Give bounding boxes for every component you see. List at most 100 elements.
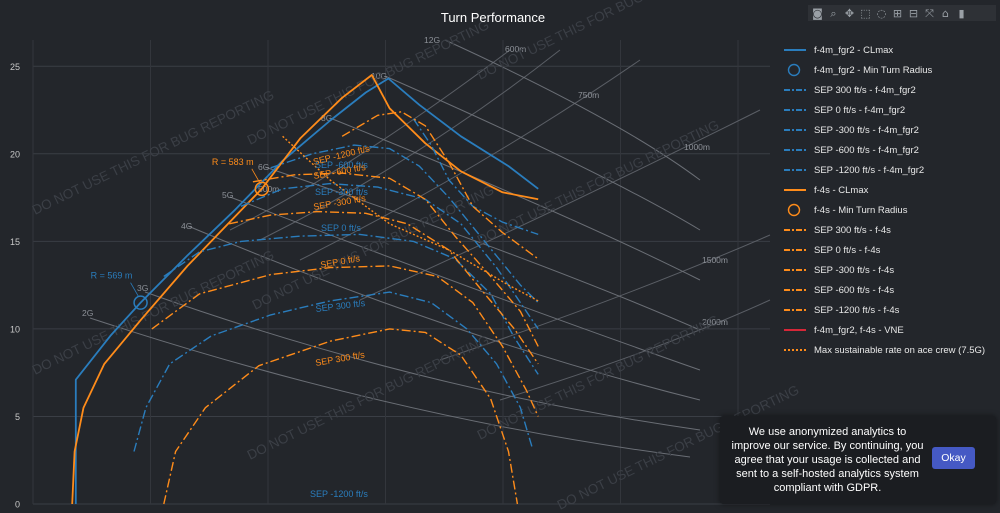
legend-item[interactable]: SEP 0 ft/s - f-4m_fgr2 (782, 100, 1000, 120)
legend-label: f-4m_fgr2 - Min Turn Radius (814, 64, 933, 76)
radius-label: 1500m (702, 255, 728, 265)
legend-item[interactable]: f-4s - Min Turn Radius (782, 200, 1000, 220)
watermark: DO NOT USE THIS FOR BUG REPORTING (475, 117, 722, 248)
sep-curve-label: SEP 0 ft/s (321, 223, 361, 233)
series-layer[interactable] (71, 74, 539, 505)
zoom-out-icon[interactable]: ⊟ (908, 6, 919, 20)
legend-item[interactable]: SEP -1200 ft/s - f-4m_fgr2 (782, 160, 1000, 180)
watermark: DO NOT USE THIS FOR BUG REPORTING (30, 87, 277, 218)
legend-label: Max sustainable rate on ace crew (7.5G) (814, 344, 986, 356)
g-load-label: 5G (222, 190, 233, 200)
series-line[interactable] (74, 77, 539, 505)
radius-line (259, 49, 561, 241)
legend-item[interactable]: SEP -300 ft/s - f-4s (782, 260, 1000, 280)
legend-label: f-4m_fgr2 - CLmax (814, 44, 894, 56)
g-load-label: 2G (82, 308, 93, 318)
legend-label: f-4s - Min Turn Radius (814, 204, 908, 216)
home-icon[interactable]: ⌂ (942, 6, 949, 20)
legend-swatch-icon (784, 349, 806, 351)
series-line[interactable] (163, 328, 519, 505)
radius-label: 600m (505, 44, 526, 54)
g-load-line (329, 117, 701, 281)
g-load-line (144, 291, 701, 431)
series-line[interactable] (228, 210, 539, 365)
radius-line (439, 234, 771, 361)
legend-item[interactable]: f-4m_fgr2 - CLmax (782, 40, 1000, 60)
legend-swatch-icon (787, 63, 801, 77)
legend-swatch-icon (784, 329, 806, 331)
legend-item[interactable]: SEP 300 ft/s - f-4s (782, 220, 1000, 240)
legend-swatch-icon (784, 109, 806, 111)
legend-label: f-4m_fgr2, f-4s - VNE (814, 324, 904, 336)
legend-label: SEP -300 ft/s - f-4s (814, 264, 895, 276)
radius-line (499, 299, 771, 401)
series-line[interactable] (151, 265, 539, 417)
annotation-arrow (251, 168, 261, 184)
min-turn-radius-marker[interactable] (254, 181, 270, 197)
y-tick-label: 25 (10, 62, 20, 72)
legend-swatch-icon (784, 149, 806, 151)
legend-swatch-icon (784, 289, 806, 291)
g-load-label: 4G (181, 221, 192, 231)
zoom-icon[interactable]: ⌕ (830, 6, 837, 20)
legend-label: f-4s - CLmax (814, 184, 869, 196)
radius-label: 2000m (702, 317, 728, 327)
series-line[interactable] (270, 144, 539, 304)
series-line[interactable] (133, 291, 533, 452)
legend-label: SEP 0 ft/s - f-4s (814, 244, 881, 256)
cookie-consent-text: We use anonymized analytics to improve o… (731, 426, 924, 494)
legend-item[interactable]: SEP 0 ft/s - f-4s (782, 240, 1000, 260)
series-line[interactable] (282, 135, 539, 302)
legend-label: SEP 0 ft/s - f-4m_fgr2 (814, 104, 906, 116)
legend-swatch-icon (784, 189, 806, 191)
legend-item[interactable]: f-4m_fgr2 - Min Turn Radius (782, 60, 1000, 80)
g-load-line (264, 166, 701, 331)
g-load-line (384, 75, 701, 231)
y-tick-label: 20 (10, 149, 20, 159)
autoscale-icon[interactable]: ⤧ (925, 6, 934, 20)
y-tick-label: 5 (15, 412, 20, 422)
legend-label: SEP -600 ft/s - f-4s (814, 284, 895, 296)
cookie-okay-button[interactable]: Okay (932, 447, 975, 469)
sep-curve-label: SEP 300 ft/s (315, 298, 366, 314)
legend-swatch-icon (787, 203, 801, 217)
legend-item[interactable]: SEP 300 ft/s - f-4m_fgr2 (782, 80, 1000, 100)
legend-swatch-icon (784, 269, 806, 271)
y-tick-label: 10 (10, 324, 20, 334)
series-line[interactable] (412, 118, 539, 236)
zoom-in-icon[interactable]: ⊞ (892, 6, 903, 20)
legend-item[interactable]: f-4m_fgr2, f-4s - VNE (782, 320, 1000, 340)
camera-icon[interactable]: ◙ (812, 6, 823, 20)
legend-label: SEP 300 ft/s - f-4s (814, 224, 891, 236)
box-select-icon[interactable]: ⬚ (860, 6, 871, 20)
g-load-label: 10G (371, 71, 387, 81)
chart-legend: f-4m_fgr2 - CLmax f-4m_fgr2 - Min Turn Ra… (782, 40, 1000, 360)
legend-item[interactable]: SEP -300 ft/s - f-4m_fgr2 (782, 120, 1000, 140)
legend-item[interactable]: SEP -600 ft/s - f-4m_fgr2 (782, 140, 1000, 160)
watermark: DO NOT USE THIS FOR BUG REPORTING (30, 247, 277, 378)
legend-item[interactable]: Max sustainable rate on ace crew (7.5G) (782, 340, 1000, 360)
g-load-label: 8G (321, 113, 332, 123)
lasso-icon[interactable]: ◌ (876, 6, 887, 20)
legend-item[interactable]: SEP -1200 ft/s - f-4s (782, 300, 1000, 320)
pan-icon[interactable]: ✥ (844, 6, 855, 20)
series-line[interactable] (240, 182, 539, 330)
sep-curve-label: SEP -1200 ft/s (310, 489, 368, 499)
series-line[interactable] (341, 111, 539, 260)
legend-item[interactable]: SEP -600 ft/s - f-4s (782, 280, 1000, 300)
g-load-line (444, 39, 701, 181)
min-radius-annotation: R = 569 m (91, 271, 133, 281)
series-line[interactable] (252, 172, 539, 347)
radius-label: 750m (578, 90, 599, 100)
legend-swatch-icon (784, 249, 806, 251)
min-turn-radius-marker[interactable] (133, 295, 148, 310)
legend-label: SEP -300 ft/s - f-4m_fgr2 (814, 124, 919, 136)
grid-layer (32, 40, 770, 505)
min-radius-annotation: R = 583 m (212, 157, 254, 167)
chart-toolbar: ◙ ⌕ ✥ ⬚ ◌ ⊞ ⊟ ⤧ ⌂ ▮ (808, 5, 996, 21)
logo-icon[interactable]: ▮ (958, 6, 965, 20)
watermark-layer: DO NOT USE THIS FOR BUG REPORTING DO NOT … (30, 0, 802, 513)
legend-item[interactable]: f-4s - CLmax (782, 180, 1000, 200)
radius-label: 1000m (684, 142, 710, 152)
